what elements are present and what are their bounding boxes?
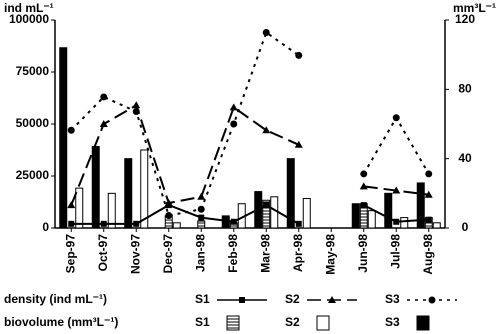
bar	[124, 158, 133, 229]
y2-tick-label: 120	[455, 12, 475, 26]
bar	[302, 198, 311, 229]
line-marker	[132, 108, 140, 116]
legend-marker	[428, 296, 436, 304]
x-tick-label: Jul-98	[388, 234, 402, 269]
x-tick-label: Nov-97	[128, 234, 142, 274]
line-marker	[230, 218, 237, 225]
y-tick-label: 25000	[16, 168, 50, 182]
bar	[367, 210, 376, 229]
x-tick-label: May-98	[323, 234, 337, 275]
line-marker	[262, 126, 271, 134]
line-marker	[263, 202, 270, 209]
line-marker	[425, 170, 433, 178]
line-marker	[229, 103, 238, 111]
x-tick-label: Sep-97	[63, 234, 77, 274]
y2-axis-title: mm³L⁻¹	[453, 1, 496, 15]
bar	[262, 199, 271, 229]
y-tick-label: 0	[42, 220, 49, 234]
legend-title: biovolume (mm³L⁻¹)	[4, 315, 118, 329]
x-tick-label: Apr-98	[291, 234, 305, 272]
x-tick-label: Mar-98	[258, 234, 272, 273]
line-marker	[425, 216, 432, 223]
bar	[416, 182, 425, 229]
bar	[75, 187, 84, 229]
x-tick-label: Jun-98	[356, 234, 370, 273]
line-marker	[360, 170, 368, 178]
x-tick-label: Jan-98	[193, 234, 207, 272]
bar	[270, 196, 279, 229]
line-marker	[99, 120, 108, 127]
x-tick-label: Aug-98	[421, 234, 435, 275]
bar	[172, 222, 181, 229]
bar	[140, 149, 149, 229]
line-marker	[132, 101, 141, 109]
legend-label: S2	[285, 292, 300, 306]
y2-tick-label: 0	[462, 220, 469, 234]
bar	[59, 47, 68, 229]
y-tick-label: 100000	[9, 12, 49, 26]
y-tick-label: 75000	[16, 64, 50, 78]
y2-tick-label: 40	[458, 151, 472, 165]
line-marker	[295, 220, 302, 227]
line-marker	[100, 220, 107, 227]
line-marker	[392, 186, 401, 194]
legend-marker	[328, 296, 336, 303]
bar	[384, 192, 393, 229]
line-marker	[198, 214, 205, 221]
line-marker	[294, 140, 303, 148]
line-marker	[100, 93, 108, 101]
bar	[432, 222, 441, 229]
y-axis-title: ind mL⁻¹	[4, 1, 54, 15]
line-marker	[165, 212, 173, 220]
line-marker	[295, 51, 303, 59]
bar	[351, 203, 360, 229]
x-tick-label: Oct-97	[96, 234, 110, 272]
legend-swatch	[316, 315, 330, 331]
y-tick-label: 50000	[16, 116, 50, 130]
x-tick-label: Feb-98	[226, 234, 240, 273]
line-marker	[67, 201, 76, 209]
bar	[91, 146, 100, 229]
bar	[107, 192, 116, 229]
line-marker	[393, 218, 400, 225]
legend-label: S1	[195, 292, 210, 306]
x-tick-label: Dec-97	[161, 234, 175, 274]
bar	[400, 217, 409, 229]
bar	[286, 158, 295, 229]
line-marker	[68, 220, 75, 227]
legend-label: S1	[195, 315, 210, 329]
line-marker	[424, 190, 433, 198]
legend-label: S3	[385, 315, 400, 329]
legend-swatch	[416, 315, 430, 331]
legend-label: S3	[385, 292, 400, 306]
line-marker	[197, 192, 206, 200]
legend-label: S2	[285, 315, 300, 329]
bar	[197, 220, 206, 229]
legend-title: density (ind mL⁻¹)	[4, 292, 107, 306]
line-marker	[197, 205, 205, 213]
line-marker	[262, 28, 270, 36]
line-marker	[359, 182, 368, 190]
line-marker	[164, 199, 173, 207]
legend-swatch	[226, 315, 240, 331]
y2-tick-label: 80	[458, 82, 472, 96]
line-marker	[133, 220, 140, 227]
line-marker	[360, 202, 367, 209]
line-marker	[392, 114, 400, 122]
line-marker	[230, 120, 238, 128]
legend-marker	[239, 297, 245, 303]
line-marker	[67, 126, 75, 134]
